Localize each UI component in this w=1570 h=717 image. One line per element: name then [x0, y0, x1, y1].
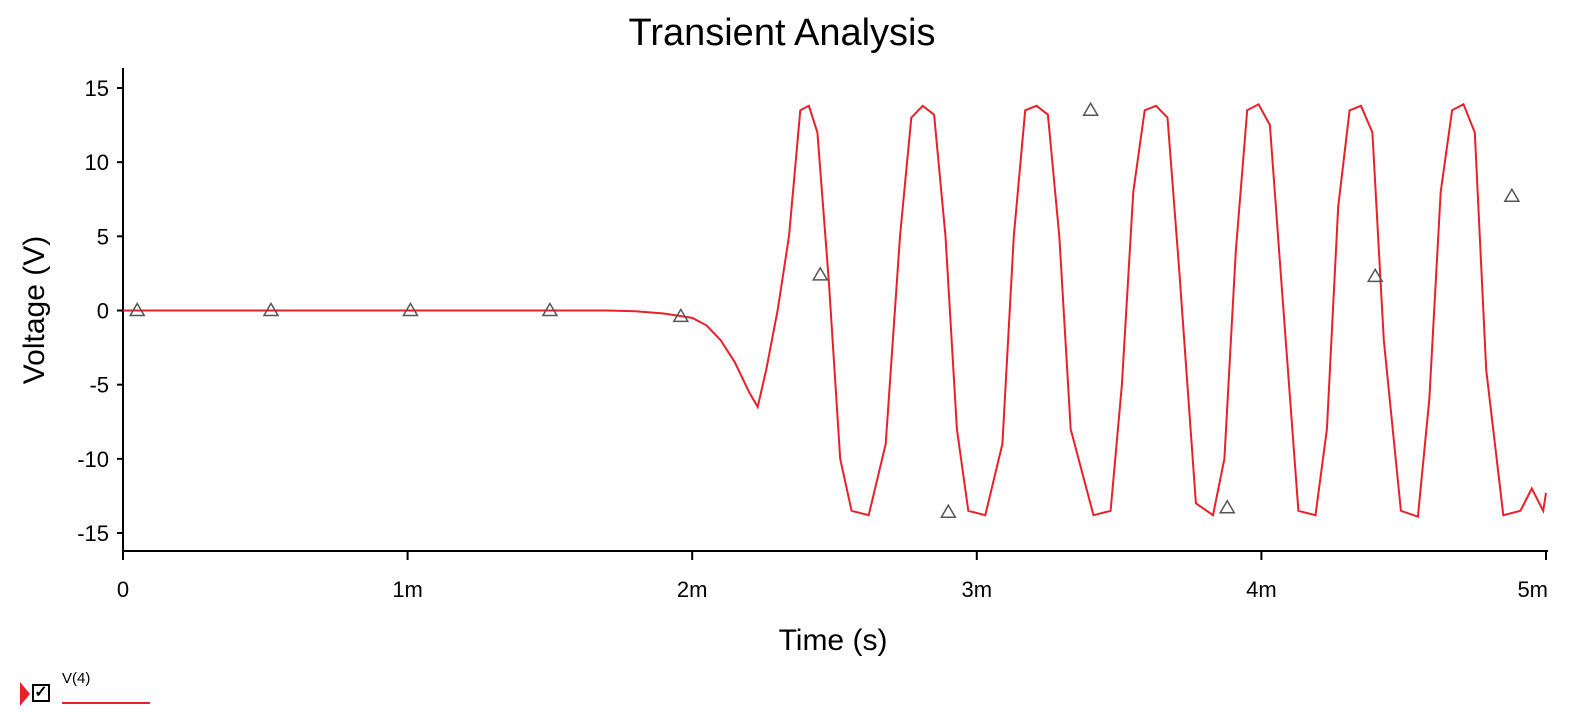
x-tick-label: 5m — [1517, 577, 1548, 602]
y-tick-label: -5 — [89, 373, 109, 398]
legend-series-name: V(4) — [62, 670, 90, 687]
y-tick-label: 10 — [85, 150, 109, 175]
x-axis-ticks: 0 1m 2m 3m 4m 5m — [117, 551, 1548, 602]
data-point-marker-triangle — [813, 268, 827, 280]
x-tick-label: 2m — [677, 577, 708, 602]
legend-series-swatch — [62, 702, 150, 704]
y-axis-label: Voltage (V) — [18, 236, 51, 384]
data-point-marker-triangle — [1505, 189, 1519, 201]
y-tick-label: 5 — [97, 224, 109, 249]
data-point-marker-triangle — [941, 505, 955, 517]
x-tick-label: 3m — [962, 577, 993, 602]
y-axis-ticks: 15 10 5 0 -5 -10 -15 — [77, 76, 123, 546]
y-tick-label: 15 — [85, 76, 109, 101]
data-point-marker-triangle — [1084, 103, 1098, 115]
x-tick-label: 1m — [392, 577, 423, 602]
x-tick-label: 0 — [117, 577, 129, 602]
chart-title: Transient Analysis — [629, 12, 936, 54]
data-point-marker-triangle — [1220, 501, 1234, 513]
x-axis-label: Time (s) — [779, 624, 888, 657]
legend: ✓ V(4) — [14, 670, 164, 710]
y-tick-label: -10 — [77, 447, 109, 472]
x-tick-label: 4m — [1246, 577, 1277, 602]
series-line-v4 — [123, 104, 1546, 516]
y-tick-label: 0 — [97, 299, 109, 324]
legend-selection-marker-icon — [20, 682, 30, 706]
y-tick-label: -15 — [77, 521, 109, 546]
legend-series-checkbox[interactable]: ✓ — [32, 684, 50, 702]
